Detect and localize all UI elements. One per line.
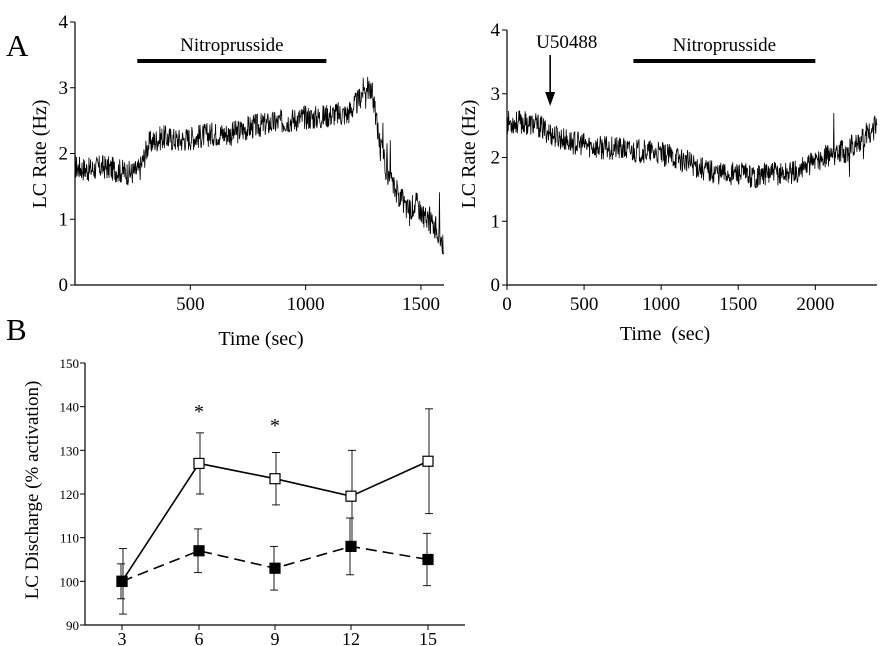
data-point: [345, 490, 357, 502]
data-point: [422, 455, 434, 467]
x-tick-label: 500: [570, 294, 599, 315]
data-point: [269, 473, 281, 485]
y-tick-label: 110: [60, 531, 79, 546]
significance-marker: *: [270, 415, 280, 437]
y-tick-label: 2: [491, 148, 501, 169]
series-line: [74, 76, 445, 255]
y-tick-label: 3: [59, 78, 69, 99]
x-tick-label: 500: [176, 294, 205, 315]
x-tick-label: 1000: [287, 294, 325, 315]
data-point: [193, 545, 205, 557]
treatment-bar-label: Nitroprusside: [673, 35, 776, 56]
y-tick-label: 130: [60, 443, 80, 458]
y-tick-label: 1: [59, 209, 69, 230]
y-tick-label: 120: [60, 487, 80, 502]
xlabel-a-left: Time (sec): [218, 328, 303, 350]
y-tick-label: 100: [60, 574, 80, 589]
panel-label-a: A: [6, 28, 29, 63]
plot-area-b: 90 100 110 120 130 140 150 3 6 9 12 15 * *: [60, 356, 465, 646]
x-tick-label: 3: [118, 629, 127, 646]
x-tick-label: 12: [342, 629, 360, 646]
ylabel-a-right: LC Rate (Hz): [458, 100, 480, 209]
plot-area-a-left: 0 1 2 3 4 500 1000 1500 Nitroprusside: [59, 12, 445, 315]
y-tick-label: 4: [59, 12, 69, 33]
drug-arrow-label: U50488: [536, 32, 597, 53]
chart-a-right: LC Rate (Hz) Time (sec) 0 1 2 3 4 0 500 1000 150…: [458, 20, 878, 345]
data-point: [193, 457, 205, 470]
y-tick-label: 1: [491, 211, 501, 232]
data-point: [422, 553, 434, 566]
data-point: [269, 562, 281, 574]
y-tick-label: 0: [59, 275, 69, 296]
data-point: [345, 540, 357, 553]
x-tick-label: 9: [271, 629, 280, 646]
x-tick-label: 1500: [402, 294, 440, 315]
x-tick-label: 1500: [719, 294, 757, 315]
y-tick-label: 90: [66, 618, 79, 633]
x-tick-label: 0: [502, 294, 512, 315]
chart-b: LC Discharge (% activation) 90 100 110 120 1…: [22, 356, 465, 646]
treatment-bar-label: Nitroprusside: [180, 35, 283, 56]
xlabel-a-right: Time (sec): [620, 323, 710, 345]
y-tick-label: 0: [491, 275, 501, 296]
x-tick-label: 6: [195, 629, 204, 646]
data-point: [116, 575, 128, 587]
panel-label-b: B: [6, 312, 27, 347]
ylabel-a-left: LC Rate (Hz): [29, 100, 51, 209]
y-tick-label: 3: [491, 84, 501, 105]
y-tick-label: 2: [59, 144, 69, 165]
y-tick-label: 4: [491, 20, 501, 41]
significance-marker: *: [194, 401, 204, 423]
x-tick-label: 2000: [796, 294, 834, 315]
series-line: [506, 110, 878, 189]
ylabel-b: LC Discharge (% activation): [22, 381, 43, 600]
y-tick-label: 150: [60, 356, 80, 371]
chart-a-left: LC Rate (Hz) Time (sec) 0 1 2 3 4 500 1000 1500…: [29, 12, 445, 350]
plot-area-a-right: 0 1 2 3 4 0 500 1000 1500 2000 U50488 Nitroprusside: [491, 20, 878, 315]
x-tick-label: 1000: [642, 294, 680, 315]
drug-arrowhead: [545, 92, 556, 106]
y-tick-label: 140: [60, 400, 80, 415]
x-tick-label: 15: [419, 629, 437, 646]
